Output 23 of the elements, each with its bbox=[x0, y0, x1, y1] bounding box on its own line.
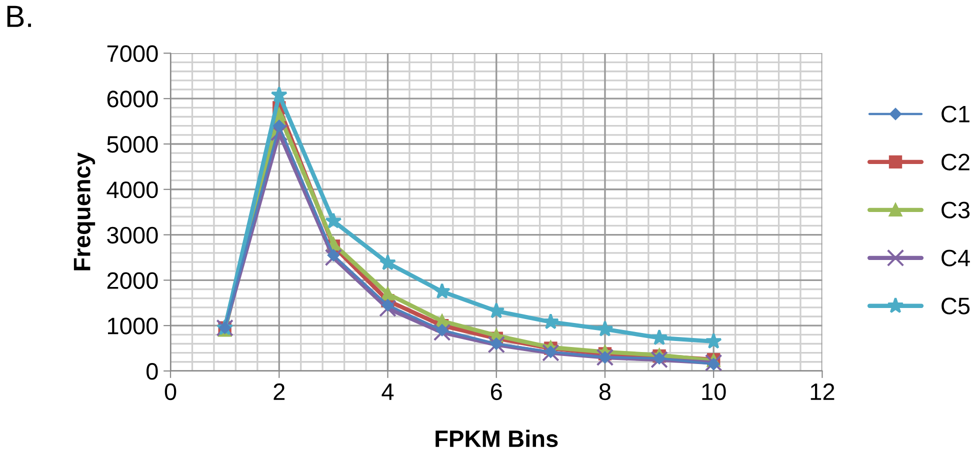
y-tick-label: 6000 bbox=[107, 90, 158, 108]
y-tick-label: 0 bbox=[146, 363, 158, 380]
y-tick-label: 4000 bbox=[106, 181, 158, 198]
x-tick-label: 4 bbox=[382, 384, 394, 400]
x-axis-title: FPKM Bins bbox=[436, 430, 558, 448]
legend-label: C4 bbox=[942, 250, 970, 266]
x-tick-label: 8 bbox=[599, 383, 611, 400]
y-axis-title: Frequency bbox=[74, 152, 96, 270]
x-tick-label: 2 bbox=[274, 383, 285, 400]
text: B. bbox=[7, 6, 31, 27]
y-tick-label: 2000 bbox=[107, 272, 158, 289]
x-tick-label: 0 bbox=[164, 383, 176, 400]
x-tick-label: 12 bbox=[810, 383, 834, 400]
y-tick-label: 7000 bbox=[107, 45, 158, 62]
y-tick-label: 1000 bbox=[108, 318, 158, 334]
x-tick-label: 10 bbox=[702, 383, 726, 400]
legend-label: C1 bbox=[942, 106, 970, 122]
y-tick-label: 5000 bbox=[107, 136, 158, 153]
x-tick-label: 6 bbox=[491, 383, 502, 400]
legend-label: C3 bbox=[942, 202, 970, 218]
legend-label: C2 bbox=[942, 154, 970, 170]
legend-label: C5 bbox=[942, 298, 970, 314]
y-tick-label: 3000 bbox=[107, 226, 158, 244]
